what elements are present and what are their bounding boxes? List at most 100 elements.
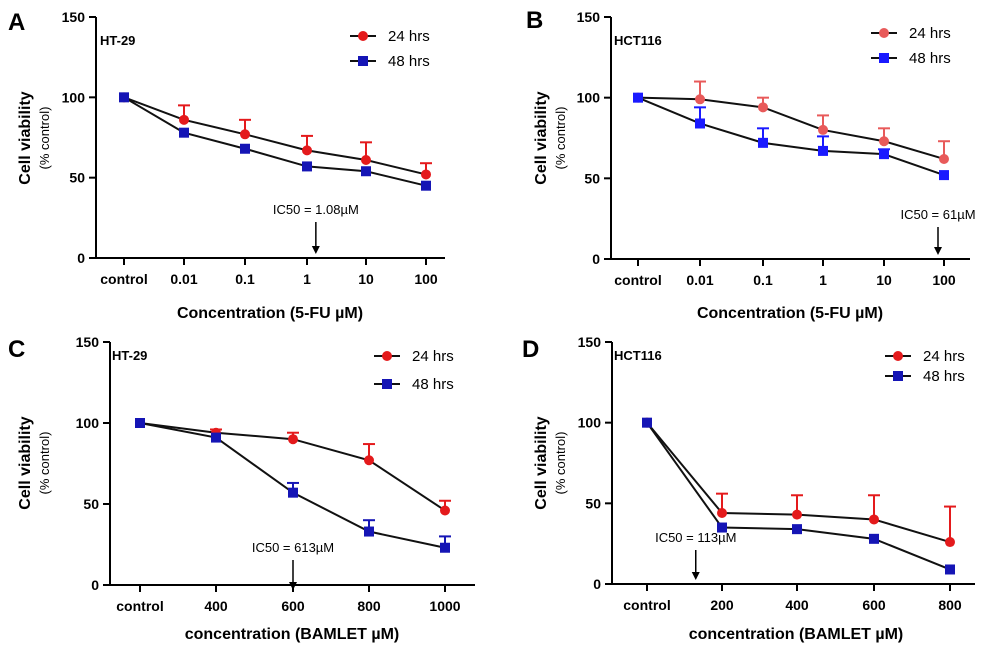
y-tick-label: 0 (77, 250, 85, 266)
data-point-0 (179, 114, 189, 125)
y-tick-label: 50 (69, 170, 85, 186)
legend-label: 48 hrs (923, 368, 965, 385)
data-point-1 (792, 524, 802, 535)
y-tick-label: 0 (592, 251, 600, 267)
x-axis-title: Concentration (5-FU µM) (697, 305, 883, 322)
legend-label: 24 hrs (923, 348, 965, 365)
series-line-1 (123, 96, 427, 187)
chart-panel-d: D 0 50 100 150 control 200 400 600 800 concentrati… (522, 334, 975, 643)
legend-marker (382, 351, 392, 361)
x-axis-title: concentration (BAMLET µM) (185, 626, 400, 643)
ic50-annotation: IC50 = 1.08µM (273, 202, 359, 217)
data-point-1 (869, 533, 879, 544)
data-point-0 (302, 145, 312, 156)
x-tick-label: 1 (303, 271, 311, 287)
data-point-0 (695, 94, 705, 105)
x-tick-label: 1000 (429, 598, 460, 614)
y-tick-label: 100 (76, 415, 100, 431)
legend-marker (879, 53, 889, 63)
x-tick-label: 600 (281, 598, 305, 614)
panel-letter: D (522, 336, 539, 363)
x-tick-label: 0.1 (753, 272, 773, 288)
y-axis-subtitle: (% control) (37, 107, 52, 170)
y-axis-title: Cell viability (17, 91, 34, 184)
data-point-1 (758, 137, 768, 148)
x-axis-title: Concentration (5-FU µM) (177, 305, 363, 322)
data-point-0 (939, 153, 949, 164)
y-axis-subtitle: (% control) (553, 432, 568, 495)
panel-letter: C (8, 336, 25, 363)
x-tick-label: 0.1 (235, 271, 255, 287)
data-point-1 (642, 417, 652, 428)
legend-marker (358, 31, 368, 41)
data-point-0 (440, 505, 450, 516)
data-point-0 (288, 434, 298, 445)
data-point-1 (440, 542, 450, 553)
ic50-arrow-head (311, 246, 320, 254)
y-tick-label: 100 (577, 90, 601, 106)
y-axis-subtitle: (% control) (553, 107, 568, 170)
ic50-annotation: IC50 = 113µM (655, 530, 736, 545)
data-point-1 (135, 418, 145, 428)
data-point-0 (717, 508, 727, 519)
legend-label: 24 hrs (909, 25, 951, 42)
ic50-arrow-head (691, 572, 700, 580)
data-point-0 (869, 514, 879, 525)
y-tick-label: 100 (62, 89, 86, 105)
ic50-annotation: IC50 = 613µM (252, 540, 334, 555)
y-tick-label: 50 (584, 170, 600, 186)
data-point-1 (717, 522, 727, 533)
legend-label: 24 hrs (388, 28, 430, 45)
y-tick-label: 100 (578, 415, 602, 431)
data-point-1 (240, 143, 250, 154)
ic50-annotation: IC50 = 61µM (900, 207, 975, 222)
x-tick-label: 0.01 (686, 272, 713, 288)
y-axis-title: Cell viability (17, 416, 34, 509)
y-axis-title: Cell viability (533, 91, 550, 184)
data-point-1 (695, 118, 705, 129)
y-tick-label: 0 (91, 577, 99, 593)
x-tick-label: 1 (819, 272, 827, 288)
cell-line-label: HT-29 (100, 33, 135, 48)
chart-panel-a: A 0 50 100 150 control 0.01 0.1 1 10 100 Concentrat… (8, 9, 445, 322)
series-line-1 (637, 96, 945, 177)
x-tick-label: 100 (932, 272, 956, 288)
data-point-1 (179, 127, 189, 138)
panel-letter: A (8, 9, 25, 36)
legend-label: 48 hrs (412, 376, 454, 393)
legend-label: 48 hrs (388, 53, 430, 70)
y-axis-title: Cell viability (533, 416, 550, 509)
series-line-0 (646, 422, 951, 544)
data-point-1 (633, 92, 643, 103)
x-tick-label: 600 (862, 597, 886, 613)
series-line-0 (637, 96, 945, 160)
x-tick-label: 10 (358, 271, 374, 287)
data-point-0 (364, 455, 374, 466)
y-tick-label: 150 (578, 334, 602, 350)
legend-marker (382, 379, 392, 389)
data-point-1 (421, 180, 431, 191)
x-tick-label: 800 (938, 597, 962, 613)
data-point-0 (792, 509, 802, 520)
data-point-0 (361, 154, 371, 165)
chart-panel-c: C 0 50 100 150 control 400 600 800 1000 concentrat… (8, 334, 475, 643)
data-point-0 (240, 129, 250, 140)
x-tick-label: 400 (204, 598, 228, 614)
legend-marker (358, 56, 368, 66)
ic50-arrow-head (934, 247, 942, 255)
x-tick-label: control (100, 271, 147, 287)
data-point-1 (361, 166, 371, 177)
x-tick-label: 0.01 (170, 271, 197, 287)
y-axis-subtitle: (% control) (37, 432, 52, 495)
y-tick-label: 50 (83, 496, 99, 512)
data-point-1 (119, 92, 129, 103)
x-tick-label: 10 (876, 272, 892, 288)
data-point-0 (818, 124, 828, 135)
x-tick-label: 800 (357, 598, 381, 614)
data-point-0 (421, 169, 431, 180)
x-tick-label: control (116, 598, 163, 614)
data-point-0 (758, 102, 768, 113)
x-axis-title: concentration (BAMLET µM) (689, 626, 904, 643)
x-tick-label: 200 (710, 597, 734, 613)
x-tick-label: 100 (414, 271, 438, 287)
